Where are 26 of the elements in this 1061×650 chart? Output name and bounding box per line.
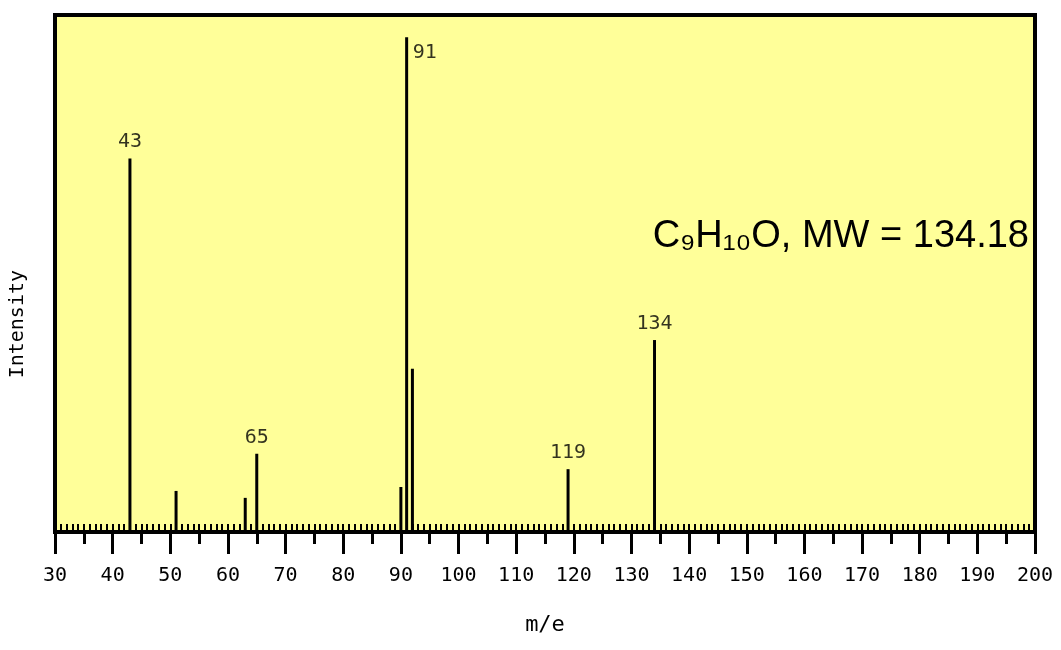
x-tick-label: 180 [901, 562, 938, 586]
x-tick-label: 150 [728, 562, 765, 586]
x-tick-label: 140 [671, 562, 708, 586]
x-tick-label: 50 [158, 562, 183, 586]
annotation: 91 [412, 39, 437, 64]
x-tick-label: 90 [388, 562, 413, 586]
x-tick-label: 120 [555, 562, 592, 586]
x-tick-label: 40 [100, 562, 125, 586]
x-tick-label: 160 [786, 562, 823, 586]
x-axis-title: m/e [525, 610, 565, 636]
annotation: 65 [244, 423, 269, 448]
x-tick-label: 80 [331, 562, 356, 586]
x-tick-label: 70 [273, 562, 298, 586]
annotation: 43 [117, 128, 142, 153]
annotation: 119 [550, 439, 587, 464]
x-tick-label: 60 [215, 562, 240, 586]
x-tick-label: 200 [1016, 562, 1054, 586]
y-axis-title: Intensity [4, 269, 28, 379]
annotation: 134 [636, 310, 673, 335]
x-tick-label: 190 [959, 562, 996, 586]
x-tick-label: 170 [844, 562, 881, 586]
x-tick-label: 100 [440, 562, 477, 586]
annotation: C₉H₁₀O, MW = 134.18 [652, 213, 1030, 255]
x-tick-label: 130 [613, 562, 650, 586]
x-tick-label: 110 [498, 562, 535, 586]
x-tick-label: 30 [42, 562, 68, 586]
